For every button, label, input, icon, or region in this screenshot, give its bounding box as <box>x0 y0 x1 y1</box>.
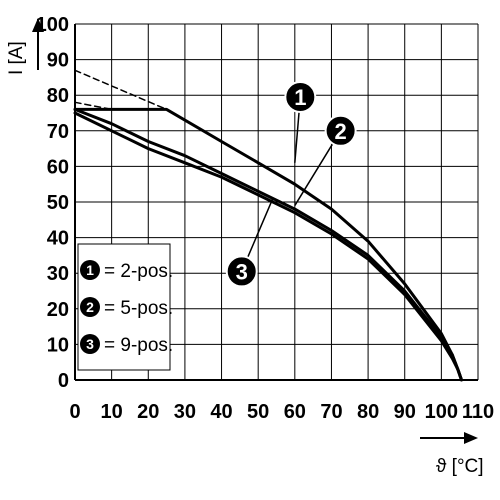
legend-label-1: = 2-pos. <box>104 261 173 282</box>
x-tick-label: 70 <box>320 401 342 423</box>
y-axis-title: I [A] <box>6 41 27 75</box>
y-tick-label: 0 <box>58 370 69 392</box>
x-axis-title: ϑ [°C] <box>436 456 484 477</box>
legend-number-1: 1 <box>86 262 94 278</box>
callout-number-3: 3 <box>236 259 248 284</box>
y-tick-label: 70 <box>47 121 69 143</box>
y-tick-label: 20 <box>47 299 69 321</box>
x-tick-label: 100 <box>425 401 458 423</box>
legend-label-2: = 5-pos. <box>104 298 173 319</box>
x-tick-label: 60 <box>284 401 306 423</box>
legend-label-3: = 9-pos. <box>104 335 173 356</box>
x-tick-label: 110 <box>462 401 494 423</box>
y-tick-label: 60 <box>47 156 69 178</box>
x-tick-label: 90 <box>394 401 416 423</box>
x-tick-label: 30 <box>174 401 196 423</box>
y-tick-label: 50 <box>47 192 69 214</box>
callout-number-1: 1 <box>294 85 306 110</box>
x-tick-label: 10 <box>101 401 123 423</box>
legend-number-2: 2 <box>86 299 94 315</box>
y-tick-label: 30 <box>47 263 69 285</box>
y-tick-label: 80 <box>47 85 69 107</box>
legend-number-3: 3 <box>86 336 94 352</box>
callout-number-2: 2 <box>334 119 346 144</box>
y-tick-label: 90 <box>47 50 69 72</box>
x-tick-label: 50 <box>247 401 269 423</box>
y-tick-label: 10 <box>47 334 69 356</box>
x-axis-arrow-head <box>464 432 478 444</box>
x-tick-label: 20 <box>137 401 159 423</box>
x-tick-label: 80 <box>357 401 379 423</box>
y-tick-label: 40 <box>47 228 69 250</box>
x-tick-label: 0 <box>69 401 80 423</box>
x-tick-label: 40 <box>210 401 232 423</box>
